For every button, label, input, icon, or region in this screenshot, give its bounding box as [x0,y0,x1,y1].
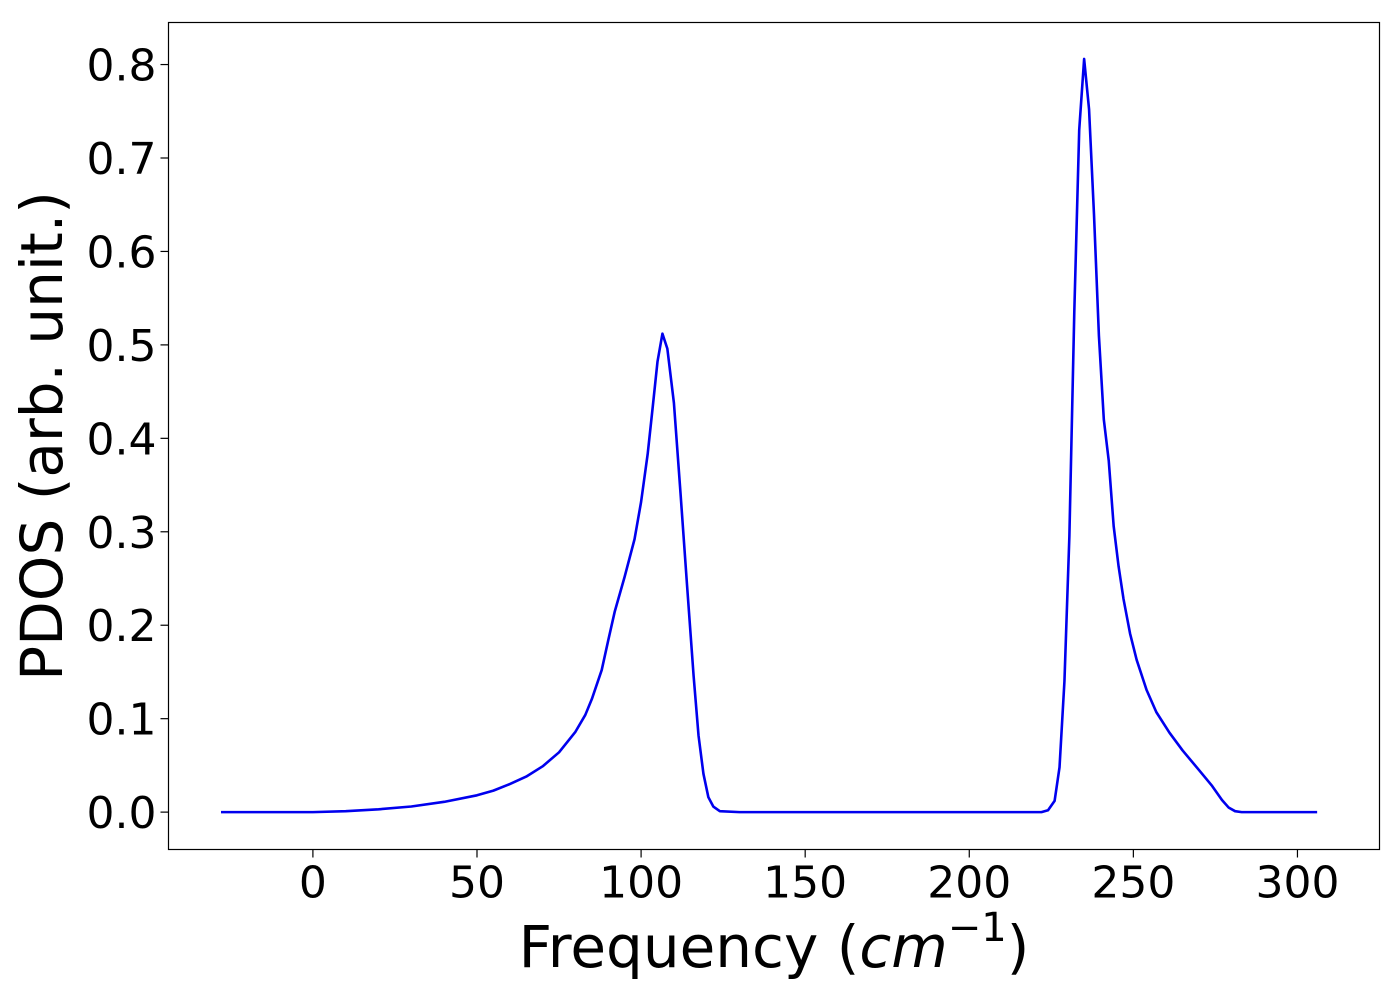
y-tick-label: 0.8 [87,41,157,92]
x-tick-label: 300 [1255,858,1339,909]
y-tick-label: 0.5 [87,321,157,372]
y-axis-ticks: 0.0 0.1 0.2 0.3 0.4 0.5 0.6 0.7 0.8 [87,41,169,839]
x-tick-label: 0 [299,858,327,909]
series-line-pdos [221,57,1318,814]
x-tick-label: 150 [763,858,847,909]
y-axis-label: PDOS (arb. unit.) [8,191,76,681]
plot-frame [167,21,1381,851]
y-tick-label: 0.4 [87,414,157,465]
x-tick-label: 100 [599,858,683,909]
x-tick-label: 200 [927,858,1011,909]
y-tick-label: 0.7 [87,134,157,185]
series-layer [221,57,1318,814]
x-tick-label: 50 [449,858,505,909]
x-axis-label-text: Frequency ( [519,913,860,981]
y-tick-label: 0.6 [87,227,157,278]
x-axis-label-close: ) [1007,913,1030,981]
y-tick-label: 0.1 [87,695,157,746]
x-axis-ticks: 0 50 100 150 200 250 300 [299,849,1339,909]
y-tick-label: 0.2 [87,601,157,652]
x-axis-label-exponent: −1 [948,905,1007,951]
x-axis-label-unit: cm [859,913,947,981]
y-tick-label: 0.3 [87,508,157,559]
x-axis-label: Frequency (cm−1) [519,905,1030,981]
x-tick-label: 250 [1091,858,1175,909]
y-tick-label: 0.0 [87,788,157,839]
